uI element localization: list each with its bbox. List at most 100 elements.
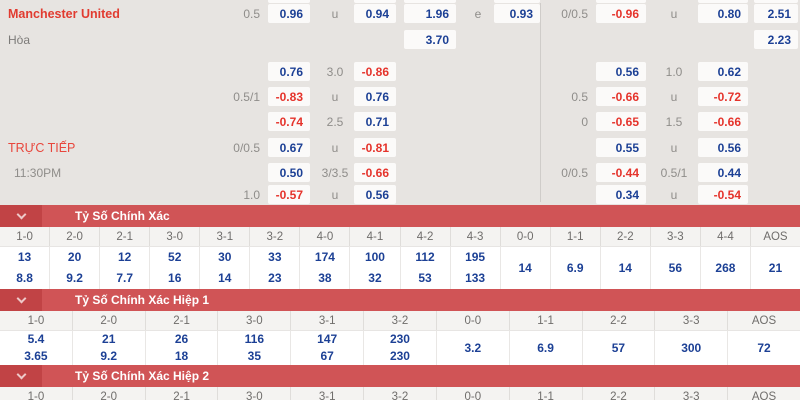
section-collapse-box[interactable] <box>0 289 42 311</box>
odds-cell[interactable]: 0.71 <box>354 112 396 131</box>
score-odds-cell[interactable]: 268 <box>699 247 750 289</box>
odds-cell[interactable]: 0.50 <box>268 163 310 182</box>
score-odds-value: 23 <box>268 271 282 285</box>
odds-cell[interactable]: -0.66 <box>596 87 646 106</box>
line-label: u <box>670 89 678 104</box>
score-odds-cell[interactable]: 116 35 <box>217 331 290 365</box>
score-odds-cell[interactable]: 56 <box>649 247 700 289</box>
odds-cell[interactable]: 0.56 <box>596 62 646 81</box>
score-odds-cell[interactable]: 30 14 <box>199 247 249 289</box>
section-header[interactable]: Tỷ Số Chính Xác <box>0 205 800 227</box>
odds-cell[interactable]: 0.93 <box>494 4 540 23</box>
score-odds-cell[interactable]: 52 16 <box>149 247 199 289</box>
live-badge: TRỰC TIẾP <box>8 140 76 155</box>
odds-cell[interactable]: 1.96 <box>404 4 456 23</box>
odds-cell[interactable]: 2.51 <box>754 4 798 23</box>
odds-cell[interactable]: -0.54 <box>698 185 748 204</box>
score-odds-cell[interactable]: 21 9.2 <box>71 331 145 365</box>
score-odds-value: 30 <box>218 250 232 264</box>
score-odds-value: 33 <box>268 250 282 264</box>
score-odds-cell[interactable]: 12 7.7 <box>99 247 149 289</box>
odds-cell[interactable]: 0.76 <box>354 87 396 106</box>
score-odds-cell[interactable]: 112 53 <box>399 247 450 289</box>
score-odds-value: 7.7 <box>116 271 133 285</box>
odds-cell[interactable]: 0.55 <box>596 138 646 157</box>
chevron-down-icon[interactable] <box>16 369 26 379</box>
line-label: u <box>670 6 678 21</box>
odds-cell[interactable]: 0.67 <box>268 138 310 157</box>
odds-cell[interactable]: 0.94 <box>354 4 396 23</box>
score-odds-cell[interactable]: 147 67 <box>290 331 363 365</box>
score-column-header: AOS <box>727 387 800 400</box>
score-column-header: 3-2 <box>363 387 436 400</box>
chevron-down-icon[interactable] <box>16 293 26 303</box>
section-collapse-box[interactable] <box>0 205 42 227</box>
score-odds-value: 3.65 <box>24 349 48 363</box>
odds-cell[interactable]: -0.65 <box>596 112 646 131</box>
line-label: 1.0 <box>665 64 683 79</box>
odds-cell[interactable]: 0.44 <box>698 163 748 182</box>
odds-cell[interactable]: -0.83 <box>268 87 310 106</box>
handicap-label: 1.0 <box>243 187 260 202</box>
score-column-header: AOS <box>749 227 800 246</box>
score-odds-cell[interactable]: 195 133 <box>449 247 500 289</box>
score-column-header: 3-0 <box>217 387 290 400</box>
team-name: Manchester United <box>8 6 120 21</box>
odds-cell[interactable]: -0.81 <box>354 138 396 157</box>
score-odds-cell[interactable]: 26 18 <box>144 331 218 365</box>
score-values-row: 5.4 3.65 21 9.2 26 18 116 35 147 67 230 230 3.2 6.9 57… <box>0 331 800 365</box>
odds-cell[interactable]: 0.62 <box>698 62 748 81</box>
score-odds-cell[interactable]: 230 230 <box>363 331 436 365</box>
odds-cell[interactable]: 0.80 <box>698 4 748 23</box>
odds-cell[interactable]: 0.56 <box>698 138 748 157</box>
score-odds-cell[interactable]: 3.2 <box>435 331 509 365</box>
score-odds-cell[interactable]: 14 <box>499 247 550 289</box>
score-odds-cell[interactable]: 300 <box>654 331 727 365</box>
odds-cell[interactable]: -0.96 <box>596 4 646 23</box>
odds-cell[interactable]: -0.66 <box>354 163 396 182</box>
score-odds-value: 21 <box>102 332 116 346</box>
section-collapse-box[interactable] <box>0 365 42 387</box>
score-column-header: 1-0 <box>27 390 45 400</box>
odds-cell[interactable]: -0.66 <box>698 112 748 131</box>
score-odds-value: 26 <box>174 332 189 346</box>
score-odds-cell[interactable]: 57 <box>581 331 655 365</box>
odds-cell[interactable]: -0.86 <box>354 62 396 81</box>
section-header[interactable]: Tỷ Số Chính Xác Hiệp 2 <box>0 365 800 387</box>
odds-cell[interactable]: 0.76 <box>268 62 310 81</box>
score-odds-cell[interactable]: 5.4 3.65 <box>0 331 72 365</box>
score-odds-cell[interactable]: 20 9.2 <box>49 247 99 289</box>
score-odds-value: 174 <box>314 250 335 264</box>
score-odds-cell[interactable]: 6.9 <box>508 331 582 365</box>
handicap-label: 0/0.5 <box>233 140 260 155</box>
score-odds-cell[interactable]: 14 <box>599 247 650 289</box>
clipped-odds-cell <box>698 0 748 3</box>
score-odds-cell[interactable]: 100 32 <box>349 247 399 289</box>
odds-cell[interactable]: -0.74 <box>268 112 310 131</box>
score-column-header: 1-1 <box>549 227 600 246</box>
score-odds-value: 67 <box>320 349 334 363</box>
score-odds-cell[interactable]: 33 23 <box>249 247 299 289</box>
score-odds-value: 5.4 <box>27 332 45 346</box>
odds-cell[interactable]: 0.34 <box>596 185 646 204</box>
odds-cell[interactable]: 3.70 <box>404 30 456 49</box>
odds-cell[interactable]: -0.57 <box>268 185 310 204</box>
odds-cell[interactable]: -0.72 <box>698 87 748 106</box>
section-header[interactable]: Tỷ Số Chính Xác Hiệp 1 <box>0 289 800 311</box>
score-odds-cell[interactable]: 72 <box>727 331 800 365</box>
score-odds-cell[interactable]: 13 8.8 <box>0 247 49 289</box>
odds-cell[interactable]: 2.23 <box>754 30 798 49</box>
odds-cell[interactable]: 0.96 <box>268 4 310 23</box>
line-label: e <box>474 6 482 21</box>
score-odds-cell[interactable]: 174 38 <box>299 247 349 289</box>
score-column-header: 0-0 <box>499 227 550 246</box>
chevron-down-icon[interactable] <box>16 209 26 219</box>
handicap-label: 0.5 <box>243 6 260 21</box>
score-column-header: 2-0 <box>71 311 145 330</box>
score-column-header: 4-1 <box>349 227 399 246</box>
score-odds-cell[interactable]: 6.9 <box>549 247 600 289</box>
odds-cell[interactable]: 0.56 <box>354 185 396 204</box>
odds-cell[interactable]: -0.44 <box>596 163 646 182</box>
score-column-header: 0-0 <box>435 387 509 400</box>
score-odds-cell[interactable]: 21 <box>749 247 800 289</box>
